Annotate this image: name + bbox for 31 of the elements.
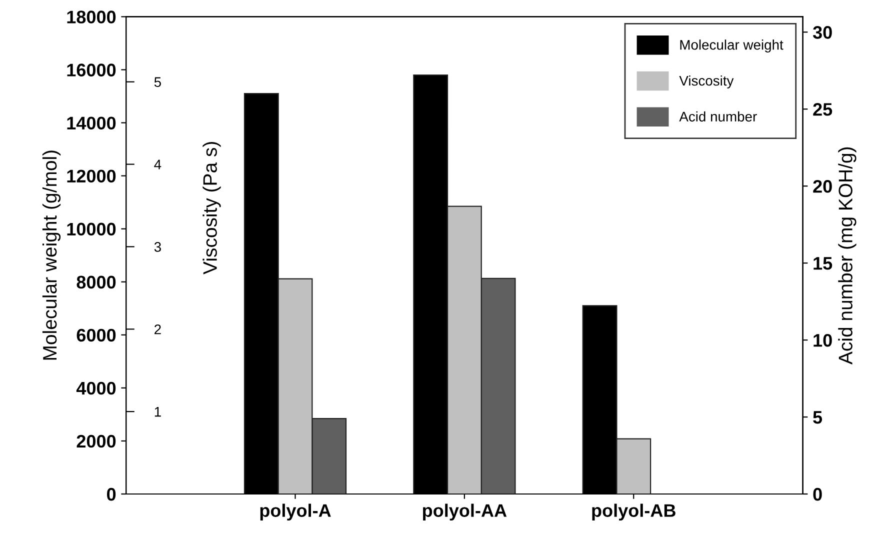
- y2-tick-label: 15: [814, 257, 832, 270]
- legend-label: Molecular weight: [680, 40, 784, 53]
- y2-tick-label: 30: [812, 26, 832, 39]
- y3-tick-label: 4: [154, 160, 162, 170]
- x-tick-label: polyol-A: [260, 504, 331, 521]
- y-tick-label: 0: [107, 488, 116, 501]
- y-tick-label: 16000: [67, 64, 116, 76]
- y2-tick-label: 10: [814, 334, 832, 347]
- y3-tick-label: 5: [154, 77, 161, 87]
- y3-tick-label: 2: [154, 324, 161, 334]
- y-tick-label: 12000: [67, 170, 116, 183]
- y2-tick-label: 0: [813, 488, 822, 501]
- y-tick-label: 14000: [67, 116, 116, 130]
- y-tick-label: 6000: [76, 328, 116, 342]
- x-tick-label: polyol-AB: [592, 504, 676, 521]
- y2-tick-label: 25: [813, 103, 832, 116]
- y-tick-label: 2000: [76, 434, 116, 448]
- y-tick-label: 4000: [76, 382, 116, 395]
- y-tick-label: 10000: [67, 222, 116, 236]
- y2-tick-label: 20: [813, 180, 832, 193]
- y-tick-label: 8000: [76, 276, 116, 289]
- legend-label: Acid number: [679, 111, 757, 122]
- x-tick-label: polyol-AA: [423, 504, 507, 521]
- y2-tick-label: 5: [813, 411, 822, 424]
- legend-label: Viscosity: [679, 75, 734, 88]
- y3-tick-label: 1: [154, 407, 161, 417]
- y-axis-title: Molecular weight (g/mol): [42, 150, 61, 360]
- y3-axis-title: Viscosity (Pa s): [202, 142, 221, 274]
- y3-tick-label: 3: [154, 242, 161, 252]
- y-tick-label: 18000: [67, 10, 116, 24]
- y2-axis-title: Acid number (mg KOH/g): [838, 147, 856, 364]
